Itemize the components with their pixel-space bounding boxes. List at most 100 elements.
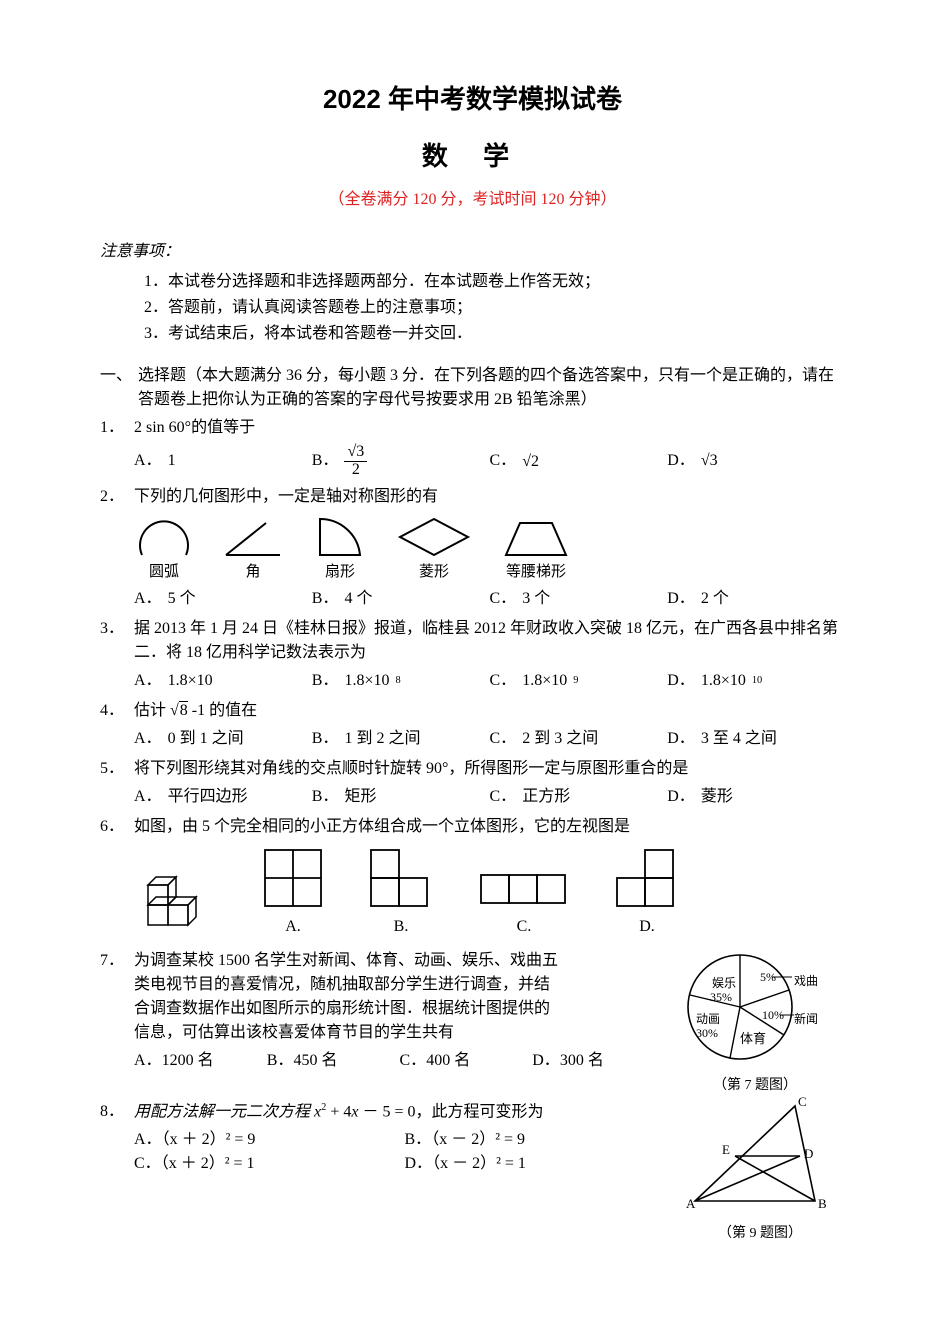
shape-label: 菱形 bbox=[394, 561, 474, 584]
fraction-top: √3 bbox=[344, 444, 367, 462]
shape-angle: 角 bbox=[220, 513, 286, 584]
shape-label: 圆弧 bbox=[134, 561, 194, 584]
figure-caption: （第 9 题图） bbox=[675, 1223, 845, 1244]
option-label: B． bbox=[312, 669, 339, 693]
question-stem: 下列的几何图形中，一定是轴对称图形的有 bbox=[134, 485, 845, 509]
option-label: D． bbox=[532, 1052, 560, 1069]
question-5: 5． 将下列图形绕其对角线的交点顺时针旋转 90°，所得图形一定与原图形重合的是 bbox=[100, 757, 845, 781]
option-value: （x ＋ 2）² = 9 bbox=[162, 1131, 256, 1148]
option-label: A． bbox=[134, 669, 162, 693]
option-label: C． bbox=[400, 1052, 427, 1069]
shape-label: 等腰梯形 bbox=[500, 561, 572, 584]
svg-text:30%: 30% bbox=[696, 1026, 718, 1040]
option-value: 1.8×10 bbox=[344, 669, 389, 693]
option-label: C． bbox=[490, 727, 517, 751]
question-1-options: A．1 B． √32 C．√2 D．√3 bbox=[134, 444, 845, 479]
option-value: 正方形 bbox=[522, 785, 570, 809]
svg-text:新闻: 新闻 bbox=[794, 1011, 818, 1026]
option-d-figure: D. bbox=[612, 845, 682, 939]
figure-caption: （第 7 题图） bbox=[665, 1075, 845, 1096]
stem-line: 信息，可估算出该校喜爱体育节目的学生共有 bbox=[134, 1021, 665, 1045]
question-7-options: A．1200 名 B．450 名 C．400 名 D．300 名 bbox=[134, 1049, 665, 1073]
option-c: C．正方形 bbox=[490, 785, 668, 809]
option-label: D． bbox=[667, 449, 695, 473]
question-stem: 如图，由 5 个完全相同的小正方体组合成一个立体图形，它的左视图是 bbox=[134, 815, 845, 839]
option-b-figure: B. bbox=[366, 845, 436, 939]
option-value: 矩形 bbox=[344, 785, 376, 809]
option-label: B． bbox=[312, 727, 339, 751]
question-stem: 估计 8 -1 的值在 bbox=[134, 699, 845, 723]
question-stem: 据 2013 年 1 月 24 日《桂林日报》报道，临桂县 2012 年财政收入… bbox=[134, 617, 845, 665]
option-a: A．1 bbox=[134, 444, 312, 479]
question-number: 7． bbox=[100, 949, 134, 1045]
option-a: A．1200 名 bbox=[134, 1049, 267, 1073]
option-label: C. bbox=[476, 915, 572, 939]
option-d: D．2 个 bbox=[667, 587, 845, 611]
svg-text:动画: 动画 bbox=[696, 1012, 720, 1026]
section-index: 一、 bbox=[100, 364, 138, 412]
question-4: 4． 估计 8 -1 的值在 bbox=[100, 699, 845, 723]
option-label: C． bbox=[490, 449, 517, 473]
grid-icon bbox=[366, 845, 436, 911]
question-5-options: A．平行四边形 B．矩形 C．正方形 D．菱形 bbox=[134, 785, 845, 809]
option-value: 400 名 bbox=[426, 1052, 470, 1069]
option-value: 菱形 bbox=[701, 785, 733, 809]
option-d: D．3 至 4 之间 bbox=[667, 727, 845, 751]
option-label: D． bbox=[667, 669, 695, 693]
option-d: D．1.8×1010 bbox=[667, 669, 845, 693]
pie-chart-icon: 娱乐 35% 5% 戏曲 10% 新闻 体育 动画 30% bbox=[665, 945, 825, 1075]
cube-icon bbox=[134, 865, 220, 935]
exam-title-subject: 数 学 bbox=[100, 137, 845, 176]
option-b: B．（x － 2）² = 9 bbox=[405, 1128, 676, 1152]
exponent: 8 bbox=[395, 673, 400, 689]
option-b: B．1 到 2 之间 bbox=[312, 727, 490, 751]
question-7: 7． 为调查某校 1500 名学生对新闻、体育、动画、娱乐、戏曲五 类电视节目的… bbox=[100, 949, 665, 1045]
section-1-heading: 一、 选择题（本大题满分 36 分，每小题 3 分．在下列各题的四个备选答案中，… bbox=[100, 364, 845, 412]
question-6-figures: A. B. C. D. bbox=[134, 845, 845, 939]
option-value: 300 名 bbox=[560, 1052, 604, 1069]
option-b: B．1.8×10 8 bbox=[312, 669, 490, 693]
question-number: 8． bbox=[100, 1100, 134, 1124]
option-a: A．5 个 bbox=[134, 587, 312, 611]
angle-icon bbox=[220, 513, 286, 559]
option-label: A． bbox=[134, 727, 162, 751]
question-7-figure: 娱乐 35% 5% 戏曲 10% 新闻 体育 动画 30% （第 7 题图） bbox=[665, 945, 845, 1096]
option-label: B． bbox=[312, 449, 339, 473]
svg-text:35%: 35% bbox=[710, 990, 732, 1004]
option-label: D． bbox=[667, 785, 695, 809]
option-label: D． bbox=[667, 587, 695, 611]
option-label: B． bbox=[312, 785, 339, 809]
option-d: D．菱形 bbox=[667, 785, 845, 809]
question-stem: 将下列图形绕其对角线的交点顺时针旋转 90°，所得图形一定与原图形重合的是 bbox=[134, 757, 845, 781]
option-value: （x － 2）² = 1 bbox=[432, 1155, 526, 1172]
option-a: A．平行四边形 bbox=[134, 785, 312, 809]
option-value: 3 个 bbox=[522, 587, 550, 611]
shape-sector: 扇形 bbox=[312, 513, 368, 584]
question-8-options-row1: A．（x ＋ 2）² = 9 B．（x － 2）² = 9 bbox=[134, 1128, 675, 1152]
option-a: A．（x ＋ 2）² = 9 bbox=[134, 1128, 405, 1152]
option-value: √3 bbox=[701, 449, 718, 473]
section-text: 选择题（本大题满分 36 分，每小题 3 分．在下列各题的四个备选答案中，只有一… bbox=[138, 364, 845, 412]
attention-heading: 注意事项： bbox=[100, 240, 845, 264]
option-label: B． bbox=[267, 1052, 294, 1069]
svg-text:A: A bbox=[686, 1196, 696, 1211]
exam-title-main: 2022 年中考数学模拟试卷 bbox=[100, 80, 845, 119]
grid-icon bbox=[260, 845, 326, 911]
exponent: 9 bbox=[573, 673, 578, 689]
stem-line: 类电视节目的喜爱情况，随机抽取部分学生进行调查，并结 bbox=[134, 973, 665, 997]
question-8: 8． 用配方法解一元二次方程 x2 + 4x － 5 = 0，此方程可变形为 bbox=[100, 1100, 675, 1124]
question-number: 5． bbox=[100, 757, 134, 781]
option-label: D． bbox=[667, 727, 695, 751]
option-a-figure: A. bbox=[260, 845, 326, 939]
question-number: 6． bbox=[100, 815, 134, 839]
shape-label: 扇形 bbox=[312, 561, 368, 584]
sqrt-icon: 8 bbox=[170, 699, 188, 723]
option-c: C．3 个 bbox=[490, 587, 668, 611]
question-8-options-row2: C．（x ＋ 2）² = 1 D．（x － 2）² = 1 bbox=[134, 1152, 675, 1176]
option-value: √2 bbox=[522, 449, 539, 474]
option-label: C． bbox=[134, 1155, 161, 1172]
option-b: B．450 名 bbox=[267, 1049, 400, 1073]
option-b: B．矩形 bbox=[312, 785, 490, 809]
svg-text:戏曲: 戏曲 bbox=[794, 974, 818, 988]
svg-text:娱乐: 娱乐 bbox=[712, 976, 736, 990]
